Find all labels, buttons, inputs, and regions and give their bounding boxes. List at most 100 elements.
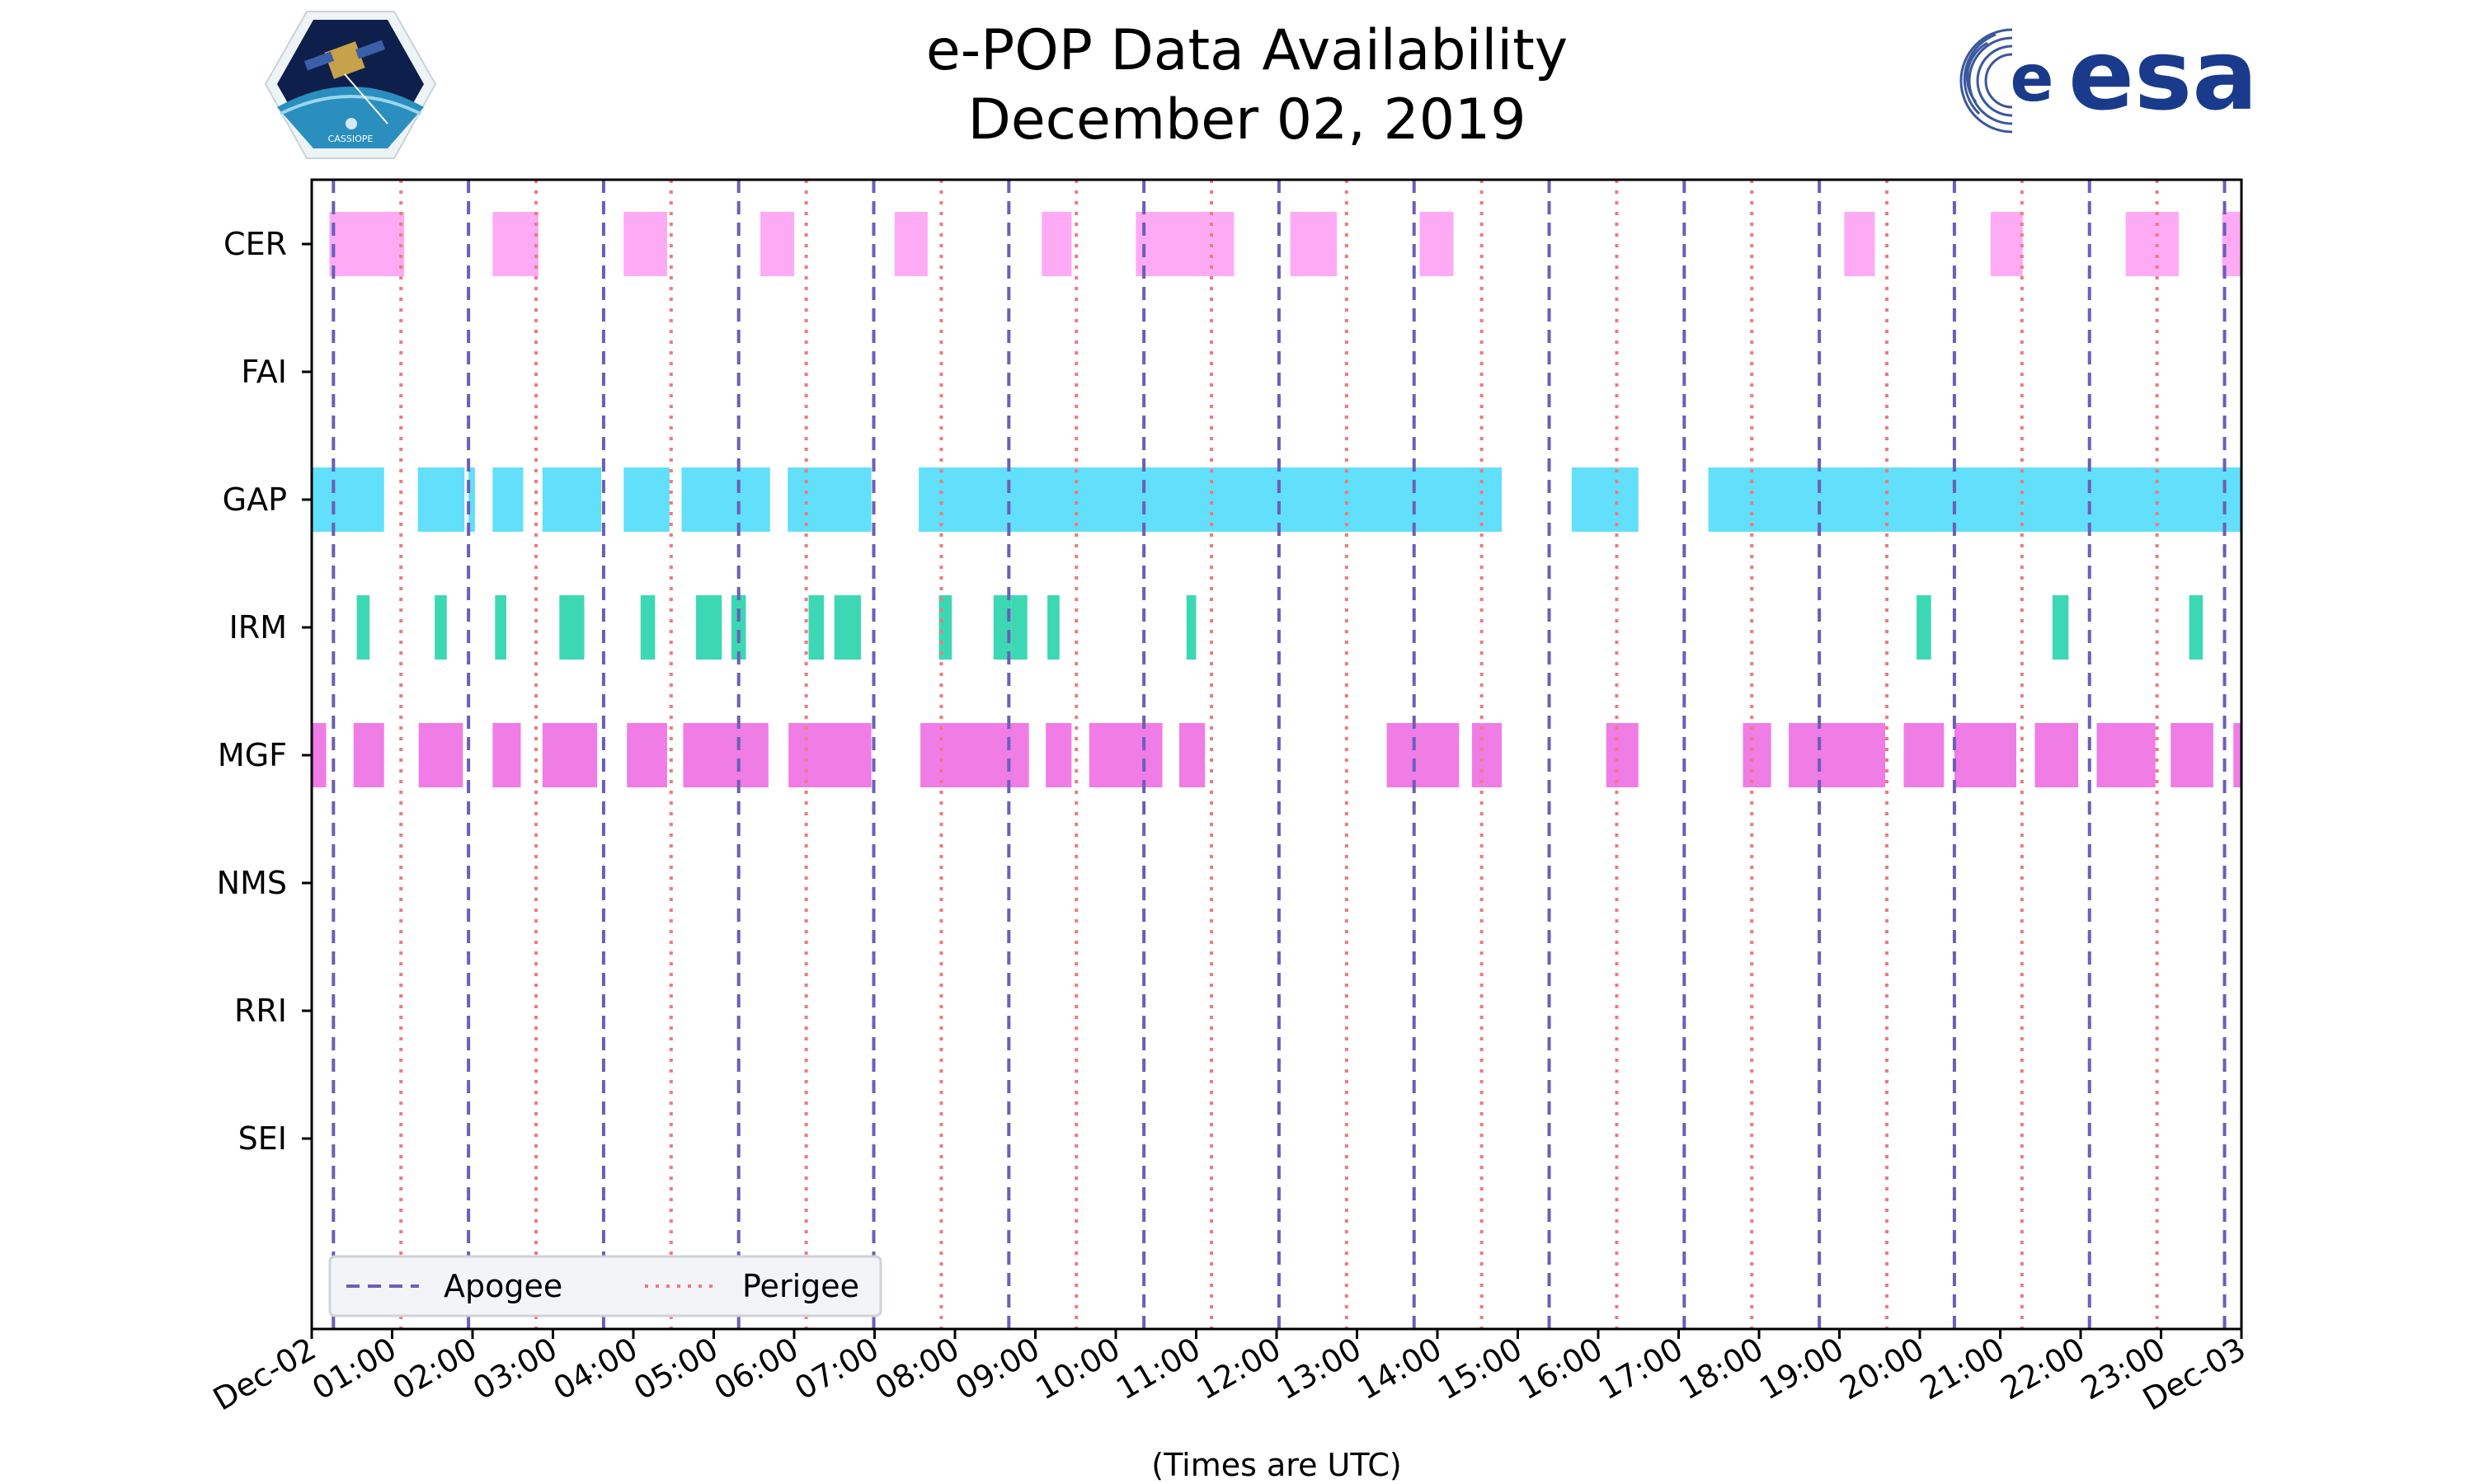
bar-gap: [1571, 467, 1639, 532]
bar-mgf: [2034, 723, 2079, 787]
bar-irm: [559, 595, 585, 660]
bar-irm: [938, 595, 952, 660]
bar-gap: [623, 467, 670, 532]
x-tick-label: 07:00: [788, 1331, 885, 1407]
x-tick-label: 15:00: [1432, 1331, 1528, 1407]
bar-mgf: [312, 723, 327, 787]
bar-irm: [2052, 595, 2069, 660]
bar-mgf: [920, 723, 1029, 787]
y-tick-label: SEI: [238, 1120, 287, 1157]
x-tick-label: 02:00: [387, 1331, 483, 1407]
bar-cer: [623, 212, 667, 276]
x-tick-label: 20:00: [1834, 1331, 1931, 1407]
x-tick-label: 18:00: [1673, 1331, 1770, 1407]
bar-mgf: [1954, 723, 2016, 787]
bar-gap: [788, 467, 872, 532]
bar-mgf: [1089, 723, 1163, 787]
chart-title: e-POP Data Availability: [926, 18, 1568, 83]
x-tick-label: 06:00: [708, 1331, 805, 1407]
y-tick-label: NMS: [217, 865, 287, 901]
bar-mgf: [1606, 723, 1639, 787]
x-tick-label: Dec-02: [207, 1331, 322, 1418]
bar-mgf: [1471, 723, 1502, 787]
legend-label-apogee: Apogee: [444, 1268, 562, 1304]
x-tick-label: 19:00: [1753, 1331, 1850, 1407]
x-tick-label: 13:00: [1271, 1331, 1367, 1407]
bar-cer: [1990, 212, 2023, 276]
esa-logo: e esa: [1959, 23, 2258, 134]
x-tick-label: 10:00: [1030, 1331, 1126, 1407]
bar-mgf: [1903, 723, 1945, 787]
bar-mgf: [1743, 723, 1771, 787]
bar-mgf: [2233, 723, 2241, 787]
bar-cer: [894, 212, 928, 276]
x-tick-label: 03:00: [467, 1331, 563, 1407]
bar-irm: [808, 595, 825, 660]
bar-irm: [2189, 595, 2204, 660]
x-tick-label: 22:00: [1995, 1331, 2091, 1407]
y-tick-label: GAP: [223, 481, 287, 518]
bar-cer: [1042, 212, 1072, 276]
bar-gap: [1708, 467, 2241, 532]
bar-irm: [1011, 595, 1028, 660]
bar-mgf: [492, 723, 521, 787]
bar-mgf: [2171, 723, 2213, 787]
x-tick-label: 12:00: [1191, 1331, 1287, 1407]
bar-gap: [492, 467, 524, 532]
bar-mgf: [418, 723, 463, 787]
y-tick-label: IRM: [229, 609, 287, 646]
bar-gap: [312, 467, 384, 532]
bar-mgf: [353, 723, 384, 787]
bar-mgf: [1046, 723, 1072, 787]
bar-irm: [1917, 595, 1931, 660]
y-tick-label: CER: [223, 226, 287, 262]
legend-box: [328, 1255, 882, 1317]
bar-cer: [1290, 212, 1338, 276]
y-tick-label: FAI: [241, 354, 287, 390]
bar-cer: [329, 212, 405, 276]
y-tick-label: RRI: [234, 993, 287, 1029]
plot-area: CER FAI GAP IRM MGF NMS RRI SEI Dec-0201:0002:00…: [207, 178, 2252, 1418]
x-tick-label: 16:00: [1512, 1331, 1609, 1407]
bar-mgf: [788, 723, 872, 787]
x-tick-label: 09:00: [949, 1331, 1046, 1407]
bar-cer: [1419, 212, 1454, 276]
bar-mgf: [627, 723, 667, 787]
bar-gap: [681, 467, 770, 532]
bar-gap: [542, 467, 601, 532]
x-tick-label: 14:00: [1352, 1331, 1448, 1407]
bar-irm: [356, 595, 370, 660]
bar-gap: [919, 467, 1502, 532]
legend-label-perigee: Perigee: [742, 1268, 859, 1304]
bar-mgf: [1386, 723, 1460, 787]
bar-irm: [993, 595, 1012, 660]
bar-irm: [696, 595, 722, 660]
bar-cer: [2222, 212, 2241, 276]
bar-mgf: [1179, 723, 1206, 787]
bar-mgf: [2096, 723, 2156, 787]
plot-frame: [310, 178, 2243, 1331]
x-tick-label: 01:00: [306, 1331, 402, 1407]
bar-cer: [1844, 212, 1875, 276]
bar-cer: [492, 212, 539, 276]
cassiope-logo-text: CASSIOPE: [328, 134, 374, 144]
cassiope-logo: CASSIOPE: [264, 11, 437, 159]
bar-irm: [495, 595, 506, 660]
bar-irm: [1047, 595, 1060, 660]
bar-cer: [760, 212, 794, 276]
x-axis-label: (Times are UTC): [1151, 1447, 1401, 1483]
bar-mgf: [683, 723, 769, 787]
bar-irm: [1186, 595, 1197, 660]
bar-gap: [417, 467, 465, 532]
chart-subtitle: December 02, 2019: [967, 87, 1526, 153]
bar-irm: [640, 595, 656, 660]
bar-irm: [435, 595, 447, 660]
bar-mgf: [542, 723, 598, 787]
bar-gap: [468, 467, 475, 532]
x-tick-label: 17:00: [1592, 1331, 1689, 1407]
bar-cer: [2125, 212, 2179, 276]
bar-irm: [834, 595, 861, 660]
x-tick-label: 08:00: [869, 1331, 966, 1407]
x-tick-label: 05:00: [628, 1331, 724, 1407]
